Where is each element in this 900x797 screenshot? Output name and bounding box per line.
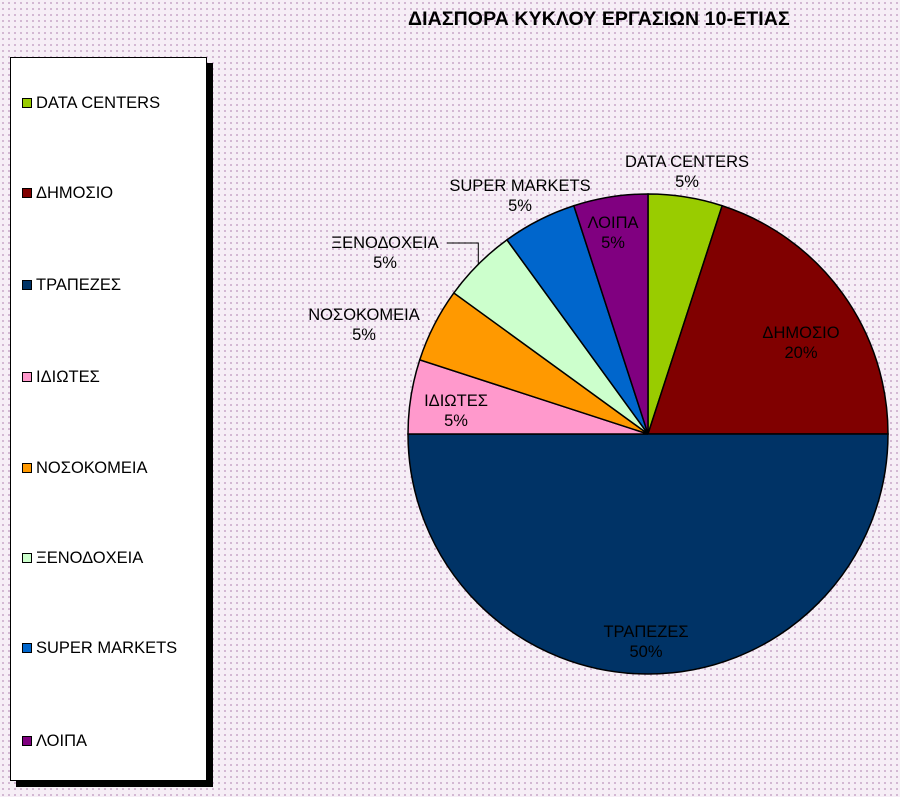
leader-line	[447, 242, 479, 265]
legend-item: ΔΗΜΟΣΙΟ	[22, 183, 113, 203]
pie-slice	[572, 193, 649, 435]
pie-slice	[407, 433, 889, 675]
legend-item: ΙΔΙΩΤΕΣ	[22, 367, 100, 387]
legend-label: ΛΟΙΠΑ	[36, 731, 88, 750]
slice-label: DATA CENTERS 5%	[625, 153, 749, 191]
slice-label: ΞΕΝΟΔΟΧΕΙΑ 5%	[331, 234, 438, 272]
legend: DATA CENTERS ΔΗΜΟΣΙΟ ΤΡΑΠΕΖΕΣ ΙΔΙΩΤΕΣ ΝΟΣΟΚΟ…	[10, 57, 207, 781]
chart-title: ΔΙΑΣΠΟΡΑ ΚΥΚΛΟΥ ΕΡΓΑΣΙΩΝ 10-ΕΤΙΑΣ	[408, 8, 790, 30]
legend-item: DATA CENTERS	[22, 93, 160, 113]
legend-item: ΤΡΑΠΕΖΕΣ	[22, 275, 121, 295]
legend-swatch	[22, 98, 32, 108]
legend-label: DATA CENTERS	[36, 93, 161, 112]
legend-swatch	[22, 643, 32, 653]
legend-item: ΞΕΝΟΔΟΧΕΙΑ	[22, 548, 143, 568]
legend-swatch	[22, 280, 32, 290]
legend-swatch	[22, 372, 32, 382]
slice-label: ΤΡΑΠΕΖΕΣ 50%	[603, 623, 688, 661]
legend-label: ΞΕΝΟΔΟΧΕΙΑ	[36, 548, 144, 567]
slice-label: ΝΟΣΟΚΟΜΕΙΑ 5%	[308, 306, 419, 344]
slice-label: ΛΟΙΠΑ 5%	[587, 214, 638, 252]
slice-label: ΔΗΜΟΣΙΟ 20%	[762, 324, 839, 362]
legend-swatch	[22, 463, 32, 473]
pie-slice	[646, 204, 889, 435]
legend-item: ΝΟΣΟΚΟΜΕΙΑ	[22, 458, 147, 478]
slice-label: ΙΔΙΩΤΕΣ 5%	[424, 392, 488, 430]
legend-item: ΛΟΙΠΑ	[22, 731, 87, 751]
legend-label: ΔΗΜΟΣΙΟ	[36, 183, 114, 202]
legend-label: ΙΔΙΩΤΕΣ	[36, 367, 100, 386]
legend-label: ΤΡΑΠΕΖΕΣ	[36, 275, 122, 294]
legend-label: SUPER MARKETS	[36, 638, 178, 657]
slice-label: SUPER MARKETS 5%	[449, 177, 590, 215]
legend-item: SUPER MARKETS	[22, 638, 177, 658]
legend-label: ΝΟΣΟΚΟΜΕΙΑ	[36, 458, 148, 477]
legend-swatch	[22, 188, 32, 198]
legend-swatch	[22, 553, 32, 563]
legend-swatch	[22, 736, 32, 746]
